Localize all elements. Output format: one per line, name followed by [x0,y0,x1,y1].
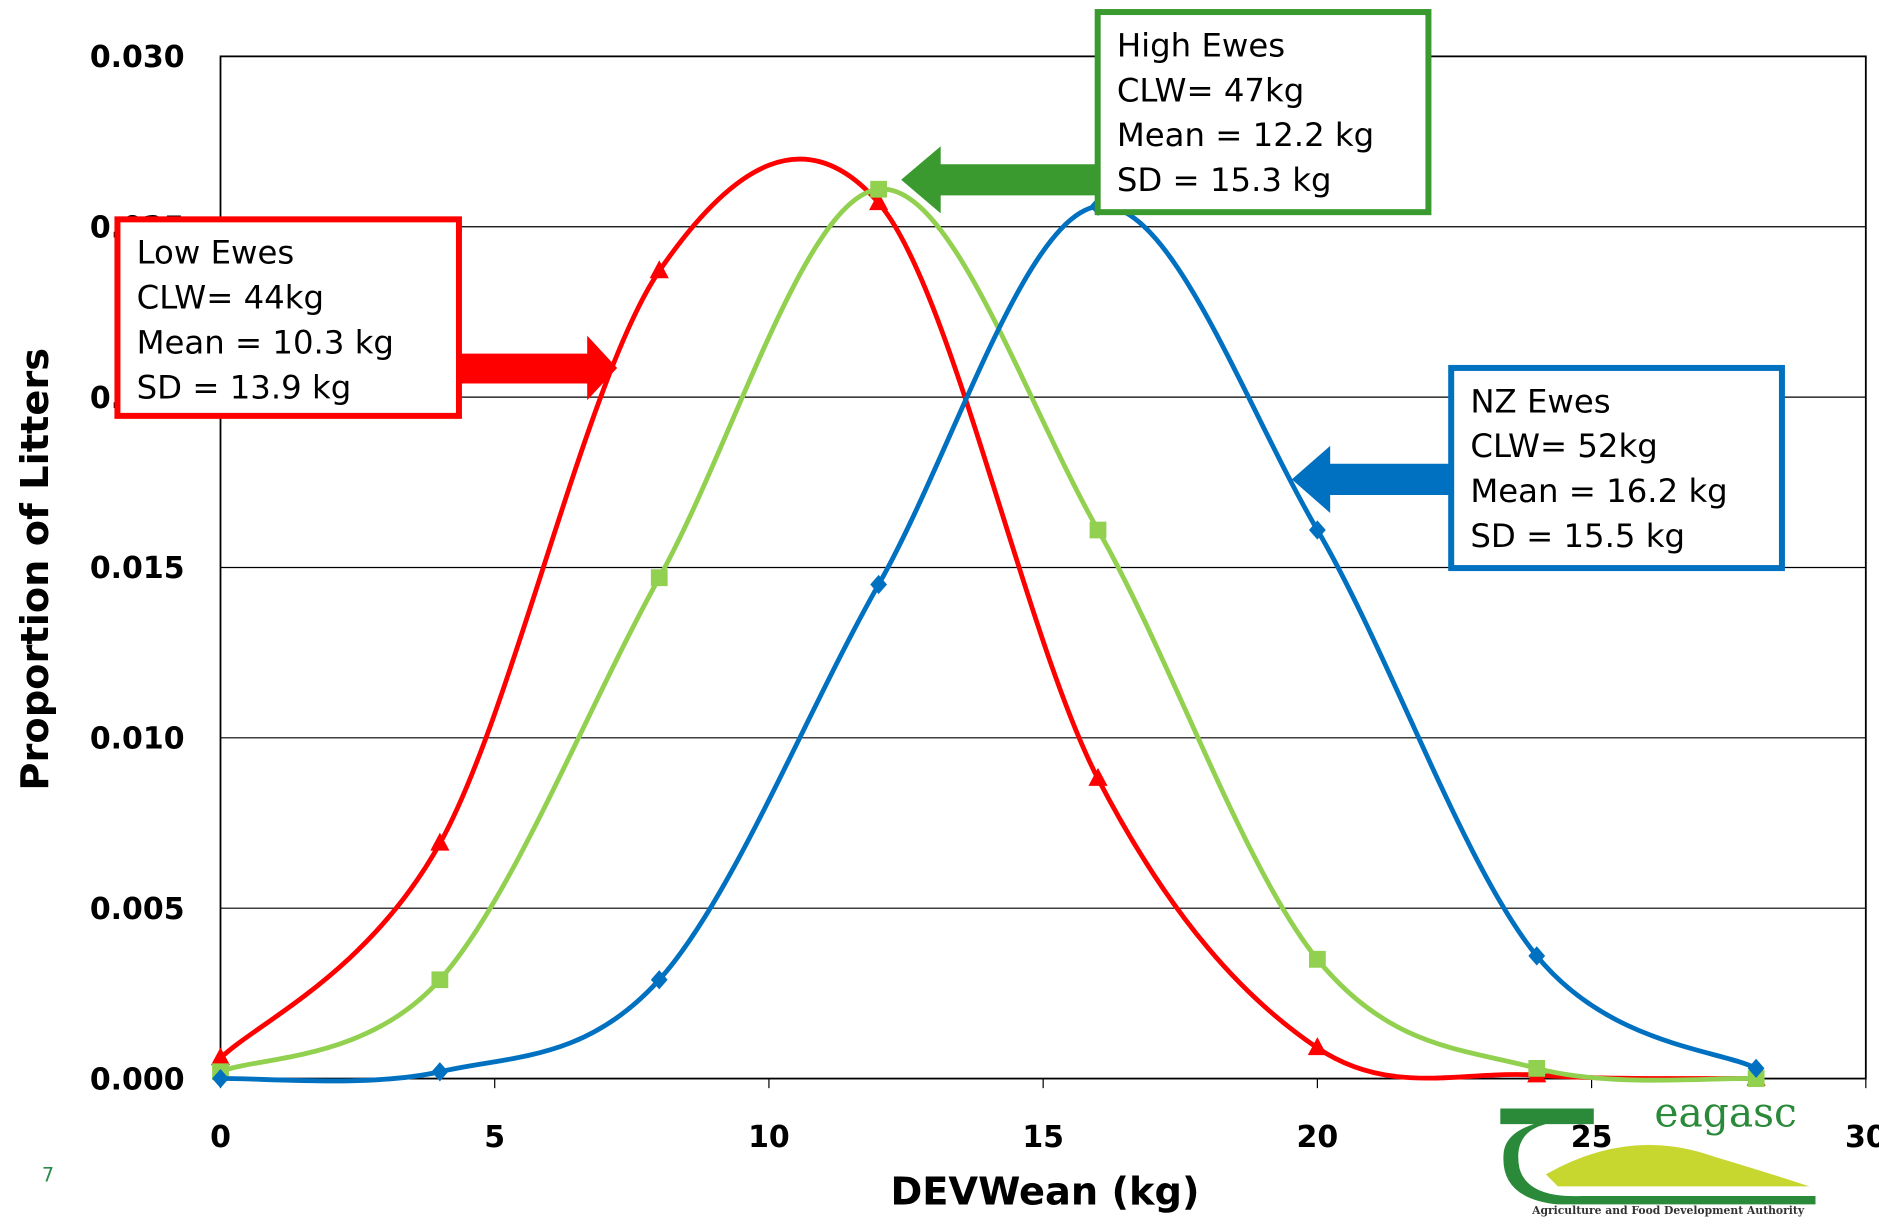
x-tick-label: 10 [748,1120,790,1155]
point [870,180,888,198]
annotation-text: SD = 15.5 kg [1470,517,1685,555]
x-tick-label: 5 [484,1120,505,1155]
page-number: 7 [42,1164,54,1187]
annotation-box [1094,9,1432,216]
x-tick-label: 20 [1297,1120,1339,1155]
point [649,260,669,279]
annotation-text: Mean = 12.2 kg [1117,116,1374,154]
logo: eagasc Agriculture and Food Development … [1500,1088,1816,1217]
series-line [220,203,1758,1084]
point [650,569,668,587]
annotation-text: NZ Ewes [1470,382,1610,420]
y-tick-label: 0.015 [90,551,185,586]
logo-hill [1545,1144,1810,1187]
point [1528,1059,1546,1077]
y-tick-label: 0.000 [90,1062,185,1097]
annotation-text: SD = 15.3 kg [1117,161,1332,199]
point [210,1047,231,1066]
y-tick-label: 0.010 [90,722,185,757]
series-line [218,156,1757,1081]
point [1088,767,1108,786]
annotation-text: High Ewes [1117,26,1285,64]
annotation-box [1448,364,1785,572]
point [869,192,889,211]
logo-mark [1500,1108,1816,1205]
y-axis-title: Proportion of Litters [13,348,58,791]
x-tick-label: 30 [1845,1120,1879,1155]
annotation-arrow [458,335,618,401]
annotation-text: Mean = 16.2 kg [1470,472,1727,510]
point [1747,1070,1765,1087]
point [430,832,450,851]
x-tick-label: 15 [1022,1120,1064,1155]
annotation-text: Mean = 10.3 kg [137,324,394,362]
annotation-text: Low Ewes [137,234,295,272]
y-tick-label: 0.005 [90,892,185,927]
annotation-text: SD = 13.9 kg [137,369,352,407]
point [1528,946,1546,966]
point [212,1068,229,1089]
series-line [219,186,1757,1083]
point [431,971,449,989]
annotation-text: CLW= 44kg [137,279,324,317]
annotation-arrow [1291,445,1452,513]
logo-tagline: Agriculture and Food Development Authori… [1531,1204,1805,1217]
annotation-arrow [901,146,1098,214]
x-axis-title: DEVWean (kg) [890,1169,1199,1214]
annotation-text: CLW= 52kg [1470,427,1657,465]
annotation-box [114,216,462,419]
x-tick-label: 25 [1571,1120,1613,1155]
point [650,970,668,990]
annotation-text: CLW= 47kg [1117,71,1304,109]
logo-name: eagasc [1654,1088,1796,1136]
point [1308,950,1326,968]
x-tick-label: 0 [210,1120,231,1155]
y-tick-label: 0.030 [90,40,185,75]
point [1089,521,1107,539]
point [1307,1037,1327,1056]
